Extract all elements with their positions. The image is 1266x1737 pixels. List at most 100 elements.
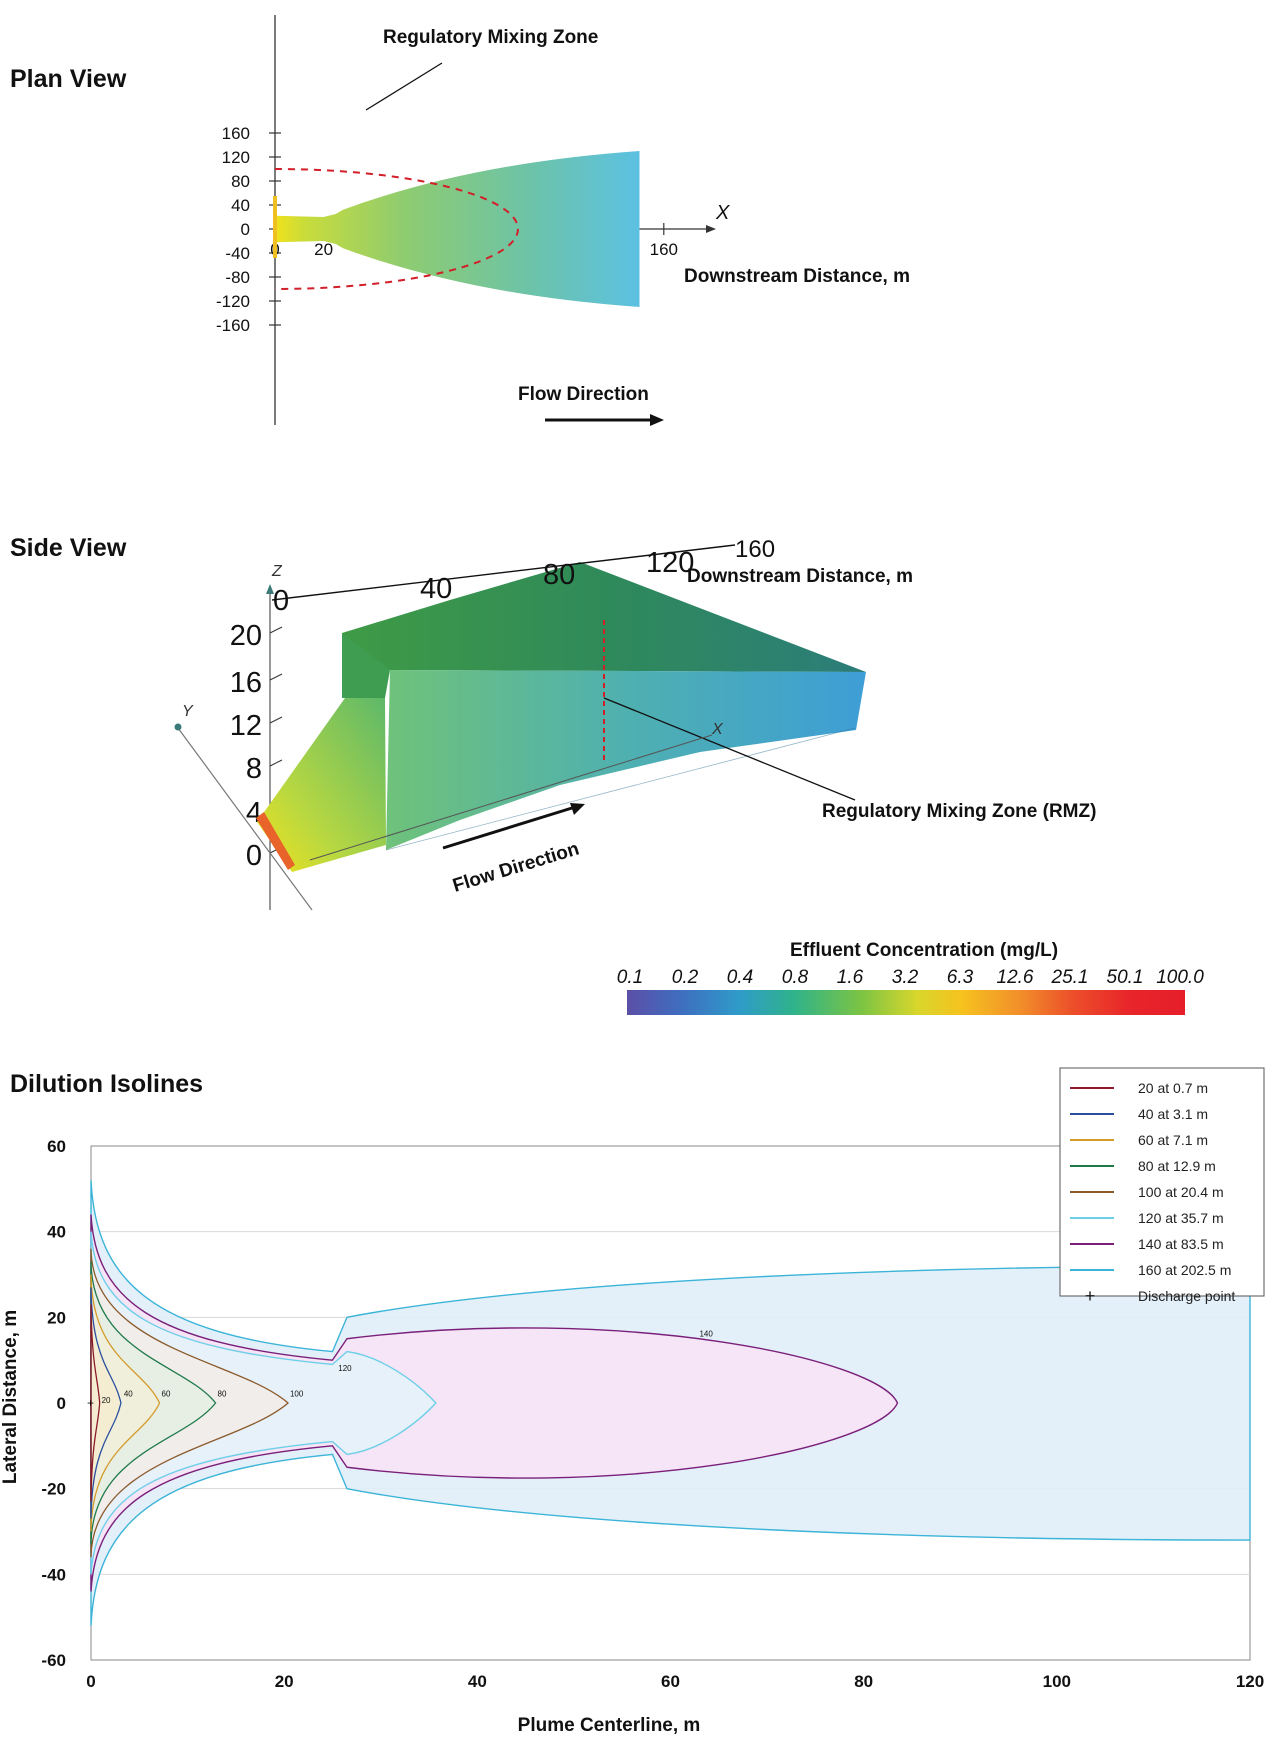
- side-rmz-label: Regulatory Mixing Zone (RMZ): [822, 801, 1096, 822]
- side-plume-bottom-edge: [385, 727, 856, 851]
- plan-y-tick-label: 40: [231, 196, 250, 215]
- plan-y-tick-label: -80: [225, 268, 250, 287]
- side-z-tick-label: 12: [230, 710, 262, 742]
- isolines-legend: 20 at 0.7 m 40 at 3.1 m 60 at 7.1 m 80 at 1…: [1059, 1067, 1265, 1306]
- isoline-40: [90, 1287, 122, 1519]
- isolines-y-label: Lateral Distance, m: [0, 1310, 21, 1484]
- colorbar-title: Effluent Concentration (mg/L): [790, 940, 1058, 961]
- plan-y-tick-label: 120: [222, 148, 250, 167]
- legend-entry: 140 at 83.5 m: [1138, 1236, 1224, 1252]
- isolines-panel: Dilution Isolines 60 40 20 0 -20 -40 -60 0 20 40 6…: [0, 1060, 1266, 1737]
- isoline-60: [90, 1274, 161, 1532]
- colorbar-tick-label: 100.0: [1156, 967, 1204, 988]
- plan-y-tick-label: 160: [222, 124, 250, 143]
- side-downstream-tick-80: 80: [543, 559, 575, 591]
- side-view-title: Side View: [10, 534, 127, 562]
- plan-x-tick-label: 160: [650, 240, 678, 259]
- side-z-tick-label: 8: [246, 753, 262, 785]
- side-z-arrowhead: [266, 584, 274, 594]
- side-downstream-tick-120: 120: [646, 547, 694, 579]
- colorbar-svg: Effluent Concentration (mg/L) 0.1 0.2 0.4 0…: [617, 940, 1204, 1015]
- isolines-x-label: Plume Centerline, m: [518, 1715, 701, 1736]
- colorbar-panel: Effluent Concentration (mg/L) 0.1 0.2 0.4 0…: [0, 930, 1266, 1020]
- legend-entry: 60 at 7.1 m: [1138, 1132, 1208, 1148]
- plan-y-tick-label: -120: [216, 292, 250, 311]
- isolines-x-tick-label: 60: [661, 1672, 680, 1691]
- plan-y-tick-label: 0: [241, 220, 250, 239]
- side-downstream-tick-0: 0: [273, 585, 289, 617]
- plan-x-arrowhead: [706, 225, 716, 233]
- side-flow-arrow: [442, 806, 573, 850]
- side-z-tick-label: 16: [230, 667, 262, 699]
- side-y-axis: [177, 727, 313, 911]
- isolines-y-tick-label: 20: [47, 1308, 66, 1327]
- legend-marker-discharge: +: [1085, 1286, 1096, 1306]
- colorbar-ticks: 0.1 0.2 0.4 0.8 1.6 3.2 6.3 12.6 25.1 50.1 100.0: [617, 967, 1204, 988]
- legend-entry: 160 at 202.5 m: [1138, 1262, 1231, 1278]
- side-downstream-tick-40: 40: [420, 573, 452, 605]
- colorbar-tick-label: 12.6: [997, 967, 1034, 988]
- side-flow-arrowhead: [570, 803, 585, 815]
- isolines-x-tick-label: 0: [86, 1672, 95, 1691]
- isolines-x-tick-label: 100: [1043, 1672, 1071, 1691]
- isoline-inline-label: 40: [124, 1390, 133, 1399]
- legend-entry: 20 at 0.7 m: [1138, 1080, 1208, 1096]
- side-plume-discharge: [256, 812, 295, 870]
- plan-x-axis-label: Downstream Distance, m: [684, 266, 910, 287]
- plan-view-panel: Plan View 16012080400-40-80-120-16002040…: [0, 0, 1266, 440]
- plan-x-letter: X: [715, 202, 730, 224]
- isolines-y-tick-label: 60: [47, 1137, 66, 1156]
- side-y-letter: Y: [182, 703, 194, 720]
- side-plume-near-face: [257, 698, 386, 872]
- isoline-inline-label: 60: [162, 1390, 171, 1399]
- isoline-20: [90, 1304, 101, 1502]
- colorbar-tick-label: 0.4: [727, 967, 753, 988]
- side-z-tick-mark: [269, 626, 283, 634]
- plan-y-tick-label: 80: [231, 172, 250, 191]
- plan-view-svg: Plan View 16012080400-40-80-120-16002040…: [10, 15, 910, 426]
- colorbar-gradient: [627, 990, 1185, 1015]
- isolines-plot: 60 40 20 0 -20 -40 -60 0 20 40 60 80 100 120 20 40 60 80 1…: [41, 1067, 1265, 1691]
- colorbar-tick-label: 3.2: [892, 967, 919, 988]
- side-z-letter: Z: [271, 563, 283, 580]
- legend-entry: 120 at 35.7 m: [1138, 1210, 1224, 1226]
- isolines-y-tick-label: -20: [41, 1480, 66, 1499]
- colorbar-tick-label: 0.8: [782, 967, 809, 988]
- side-z-tick-mark: [269, 673, 283, 681]
- isolines-y-tick-label: -40: [41, 1565, 66, 1584]
- side-plume-front-face: [386, 670, 866, 850]
- side-plume-step-face: [342, 633, 390, 698]
- colorbar-tick-label: 50.1: [1107, 967, 1144, 988]
- plan-y-tick-label: -40: [225, 244, 250, 263]
- legend-entry: Discharge point: [1138, 1288, 1235, 1304]
- plan-x-tick-label: 20: [314, 240, 333, 259]
- side-downstream-label: Downstream Distance, m: [687, 566, 913, 587]
- colorbar-tick-label: 6.3: [947, 967, 974, 988]
- legend-box: [1059, 1067, 1265, 1297]
- isoline-inline-label: 120: [338, 1364, 352, 1373]
- legend-entry: 80 at 12.9 m: [1138, 1158, 1216, 1174]
- plan-rmz-ellipse: [274, 168, 520, 290]
- colorbar-tick-label: 0.1: [617, 967, 643, 988]
- side-rmz-pointer: [603, 697, 856, 801]
- side-y-axis-end: [174, 723, 182, 731]
- legend-entry: 100 at 20.4 m: [1138, 1184, 1224, 1200]
- plan-flow-label: Flow Direction: [518, 384, 649, 405]
- colorbar-tick-label: 0.2: [672, 967, 699, 988]
- side-downstream-tick-160: 160: [735, 536, 775, 563]
- side-z-tick-mark: [269, 759, 283, 767]
- plan-view-title: Plan View: [10, 65, 127, 93]
- isoline-inline-label: 20: [102, 1396, 111, 1405]
- isolines-y-tick-label: 0: [57, 1394, 66, 1413]
- isolines-x-tick-label: 20: [275, 1672, 294, 1691]
- isolines-y-tick-label: -60: [41, 1651, 66, 1670]
- isolines-y-tick-label: 40: [47, 1223, 66, 1242]
- side-x-letter: X: [711, 721, 724, 738]
- plan-rmz-label: Regulatory Mixing Zone: [383, 27, 598, 48]
- side-flow-label: Flow Direction: [450, 838, 581, 896]
- colorbar-tick-label: 25.1: [1051, 967, 1089, 988]
- isoline-inline-label: 80: [218, 1390, 227, 1399]
- side-downstream-axis: [271, 544, 736, 601]
